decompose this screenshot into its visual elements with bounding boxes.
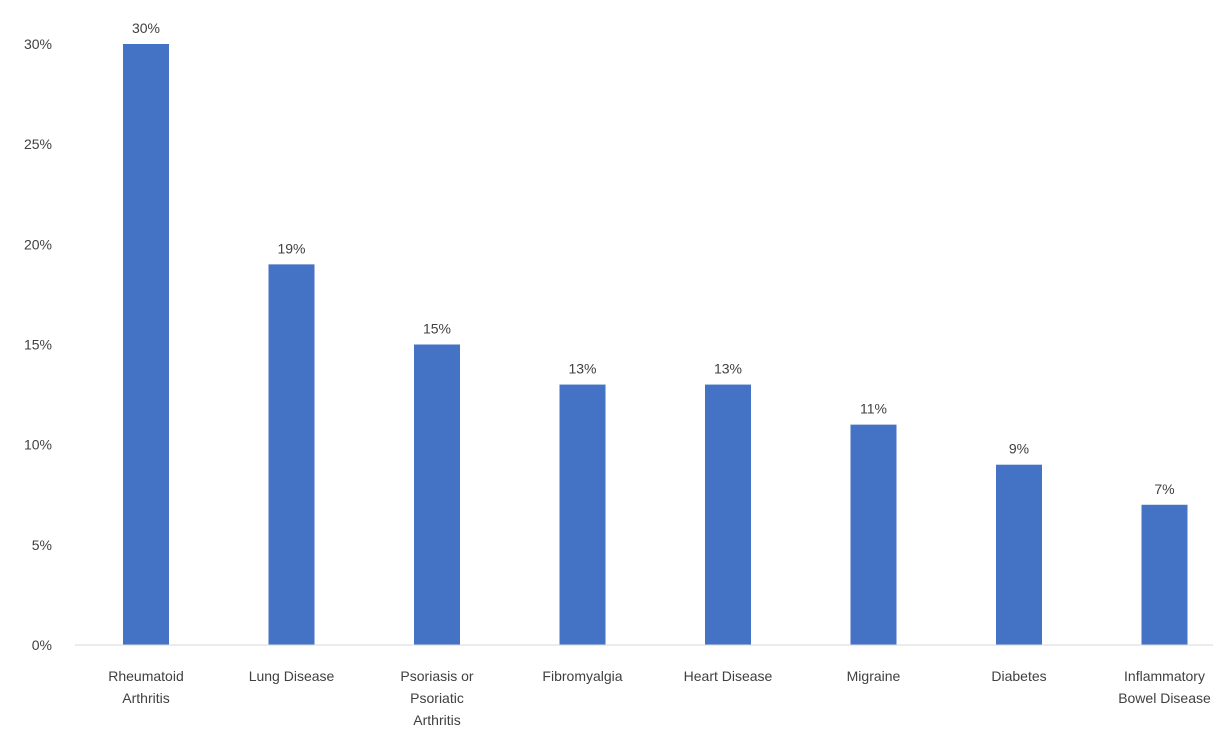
bar	[559, 384, 606, 645]
y-tick-label: 10%	[24, 437, 52, 453]
x-tick-label: Diabetes	[991, 668, 1046, 684]
data-label: 19%	[277, 240, 305, 256]
data-label: 13%	[568, 361, 596, 377]
bar	[705, 384, 751, 645]
x-tick-label: Psoriasis or	[400, 668, 473, 684]
x-tick-label: Arthritis	[122, 690, 169, 706]
x-tick-label: Heart Disease	[684, 668, 773, 684]
x-tick-label: Rheumatoid	[108, 668, 184, 684]
y-tick-label: 25%	[24, 136, 52, 152]
bar	[850, 424, 897, 645]
y-tick-label: 0%	[32, 637, 52, 653]
y-tick-label: 5%	[32, 537, 52, 553]
x-tick-label: Arthritis	[413, 712, 460, 728]
bar	[414, 344, 460, 645]
y-tick-label: 15%	[24, 337, 52, 353]
bar	[996, 464, 1042, 645]
x-tick-label: Psoriatic	[410, 690, 464, 706]
y-tick-label: 30%	[24, 36, 52, 52]
x-tick-label: Bowel Disease	[1118, 690, 1211, 706]
x-tick-label: Lung Disease	[249, 668, 335, 684]
x-tick-label: Inflammatory	[1124, 668, 1205, 684]
bar	[1141, 504, 1188, 645]
x-tick-label: Fibromyalgia	[542, 668, 622, 684]
x-tick-label: Migraine	[847, 668, 901, 684]
y-axis: 0% 5% 10% 15% 20% 25% 30%	[24, 36, 52, 653]
data-label: 30%	[132, 20, 160, 36]
y-tick-label: 20%	[24, 236, 52, 252]
data-label: 9%	[1009, 441, 1029, 457]
bar	[268, 264, 315, 645]
bar	[123, 44, 169, 645]
data-label: 13%	[714, 361, 742, 377]
bars	[123, 44, 1188, 645]
data-labels: 30% 19% 15% 13% 13% 11% 9% 7%	[132, 20, 1175, 497]
data-label: 15%	[423, 321, 451, 337]
x-axis: Rheumatoid Arthritis Lung Disease Psoriasis…	[108, 668, 1211, 728]
data-label: 7%	[1154, 481, 1174, 497]
data-label: 11%	[860, 401, 887, 417]
